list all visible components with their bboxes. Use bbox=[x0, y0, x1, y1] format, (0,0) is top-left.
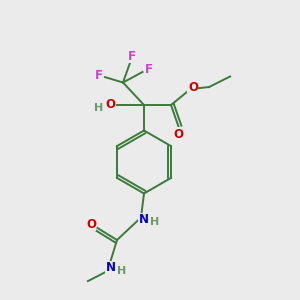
Text: O: O bbox=[173, 128, 184, 141]
Text: F: F bbox=[145, 62, 153, 76]
Text: O: O bbox=[86, 218, 96, 231]
Text: F: F bbox=[128, 50, 136, 63]
Text: O: O bbox=[105, 98, 116, 111]
Text: N: N bbox=[138, 213, 148, 226]
Text: H: H bbox=[94, 103, 103, 113]
Text: H: H bbox=[150, 217, 159, 227]
Text: F: F bbox=[94, 69, 102, 82]
Text: O: O bbox=[188, 81, 198, 94]
Text: H: H bbox=[118, 266, 127, 276]
Text: N: N bbox=[106, 261, 116, 274]
